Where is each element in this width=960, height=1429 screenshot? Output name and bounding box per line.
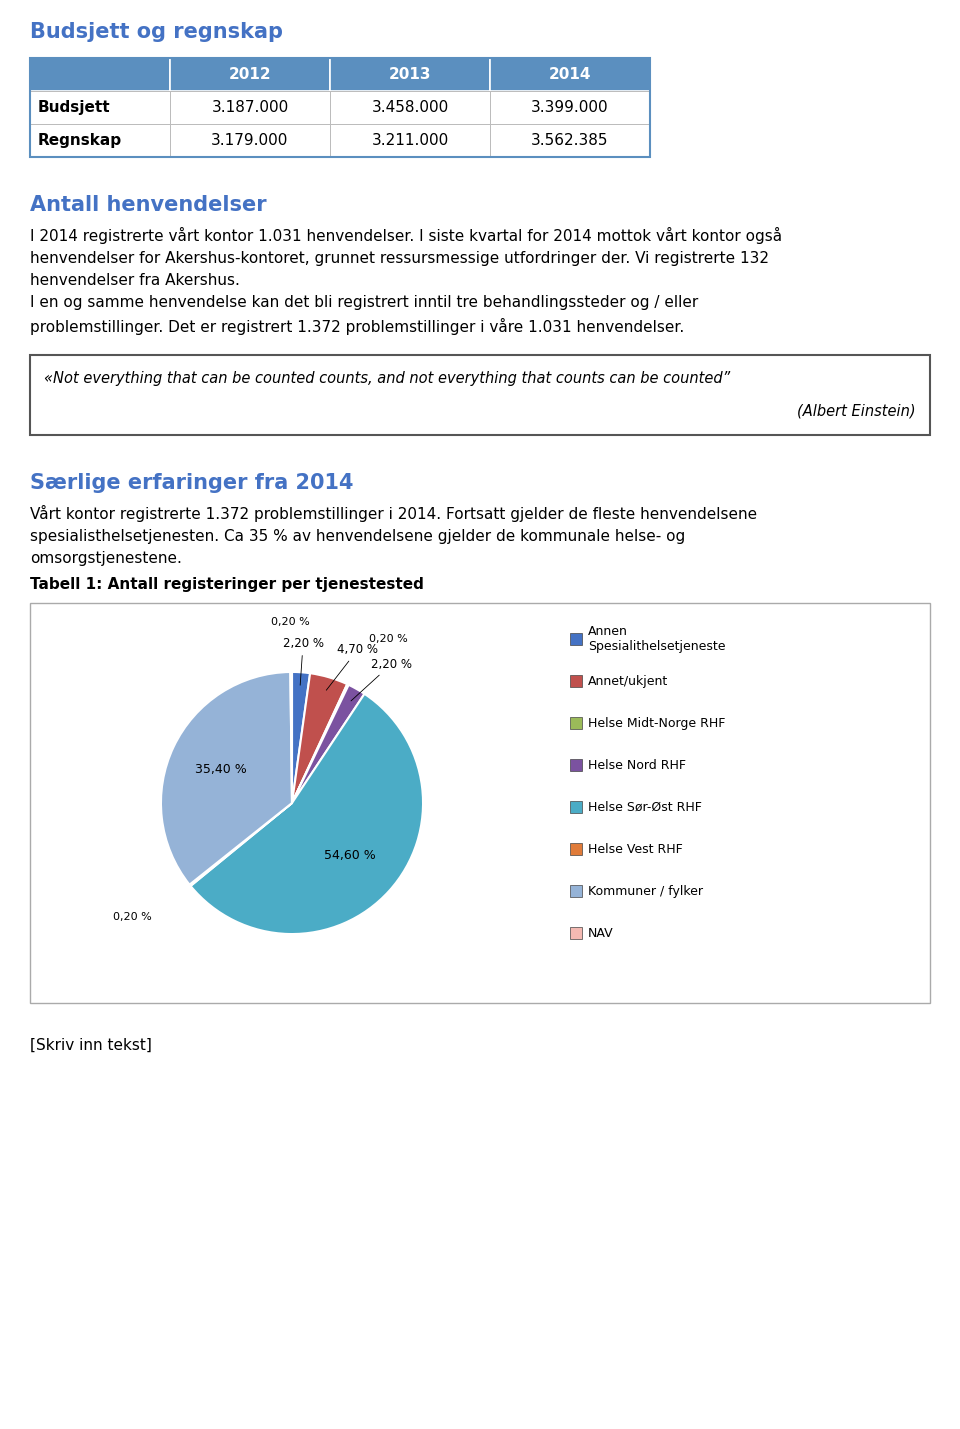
Text: Helse Sør-Øst RHF: Helse Sør-Øst RHF [588,800,702,813]
Wedge shape [292,684,365,803]
Bar [170,59,330,91]
Wedge shape [189,803,292,886]
Text: 0,20 %: 0,20 % [112,912,152,922]
Text: Budsjett: Budsjett [38,100,110,114]
Text: 2013: 2013 [389,67,431,81]
Text: Antall henvendelser: Antall henvendelser [30,194,267,214]
Text: Helse Vest RHF: Helse Vest RHF [588,843,683,856]
Bar [30,59,170,91]
Wedge shape [292,672,310,803]
Bar [490,59,650,91]
Bar [30,603,930,1003]
Text: «Not everything that can be counted counts, and not everything that counts can b: «Not everything that can be counted coun… [44,372,731,386]
Text: Vårt kontor registrerte 1.372 problemstillinger i 2014. Fortsatt gjelder de fles: Vårt kontor registrerte 1.372 problemsti… [30,504,757,566]
Text: 3.187.000: 3.187.000 [211,100,289,114]
Wedge shape [161,672,292,885]
Text: Annen
Spesialithelsetjeneste: Annen Spesialithelsetjeneste [588,624,726,653]
Text: Regnskap: Regnskap [38,133,122,149]
Bar [30,354,930,434]
Text: 0,20 %: 0,20 % [370,634,408,644]
Bar [570,885,582,897]
Text: 3.179.000: 3.179.000 [211,133,289,149]
Bar [330,59,490,91]
Bar [570,633,582,644]
Text: 3.399.000: 3.399.000 [531,100,609,114]
Bar [570,843,582,855]
Text: 54,60 %: 54,60 % [324,849,376,862]
Bar [170,91,330,124]
Text: 3.562.385: 3.562.385 [531,133,609,149]
Text: (Albert Einstein): (Albert Einstein) [798,403,916,419]
Bar [30,59,650,157]
Bar [570,674,582,687]
Text: 0,20 %: 0,20 % [272,617,310,627]
Bar [30,91,170,124]
Text: Helse Nord RHF: Helse Nord RHF [588,759,686,772]
Bar [570,717,582,729]
Text: Særlige erfaringer fra 2014: Særlige erfaringer fra 2014 [30,473,353,493]
Text: 2012: 2012 [228,67,272,81]
Bar [490,91,650,124]
Text: 2014: 2014 [549,67,591,81]
Text: 3.211.000: 3.211.000 [372,133,448,149]
Text: Tabell 1: Antall registeringer per tjenestested: Tabell 1: Antall registeringer per tjene… [30,577,424,592]
Bar [570,759,582,772]
Text: Annet/ukjent: Annet/ukjent [588,674,668,687]
Text: 2,20 %: 2,20 % [351,657,412,700]
Wedge shape [292,673,348,803]
Text: I 2014 registrerte vårt kontor 1.031 henvendelser. I siste kvartal for 2014 mott: I 2014 registrerte vårt kontor 1.031 hen… [30,227,782,289]
Bar [330,124,490,157]
Text: Kommuner / fylker: Kommuner / fylker [588,885,703,897]
Bar [570,927,582,939]
Bar [570,802,582,813]
Wedge shape [292,684,348,803]
Text: 2,20 %: 2,20 % [282,637,324,684]
Wedge shape [290,672,292,803]
Text: I en og samme henvendelse kan det bli registrert inntil tre behandlingssteder og: I en og samme henvendelse kan det bli re… [30,294,698,336]
Bar [330,91,490,124]
Wedge shape [190,694,423,935]
Bar [170,124,330,157]
Text: Budsjett og regnskap: Budsjett og regnskap [30,21,283,41]
Text: Helse Midt-Norge RHF: Helse Midt-Norge RHF [588,716,726,729]
Text: 3.458.000: 3.458.000 [372,100,448,114]
Bar [490,124,650,157]
Text: 35,40 %: 35,40 % [195,763,247,776]
Text: [Skriv inn tekst]: [Skriv inn tekst] [30,1037,152,1053]
Text: NAV: NAV [588,926,613,939]
Text: 4,70 %: 4,70 % [326,643,378,690]
Bar [30,124,170,157]
